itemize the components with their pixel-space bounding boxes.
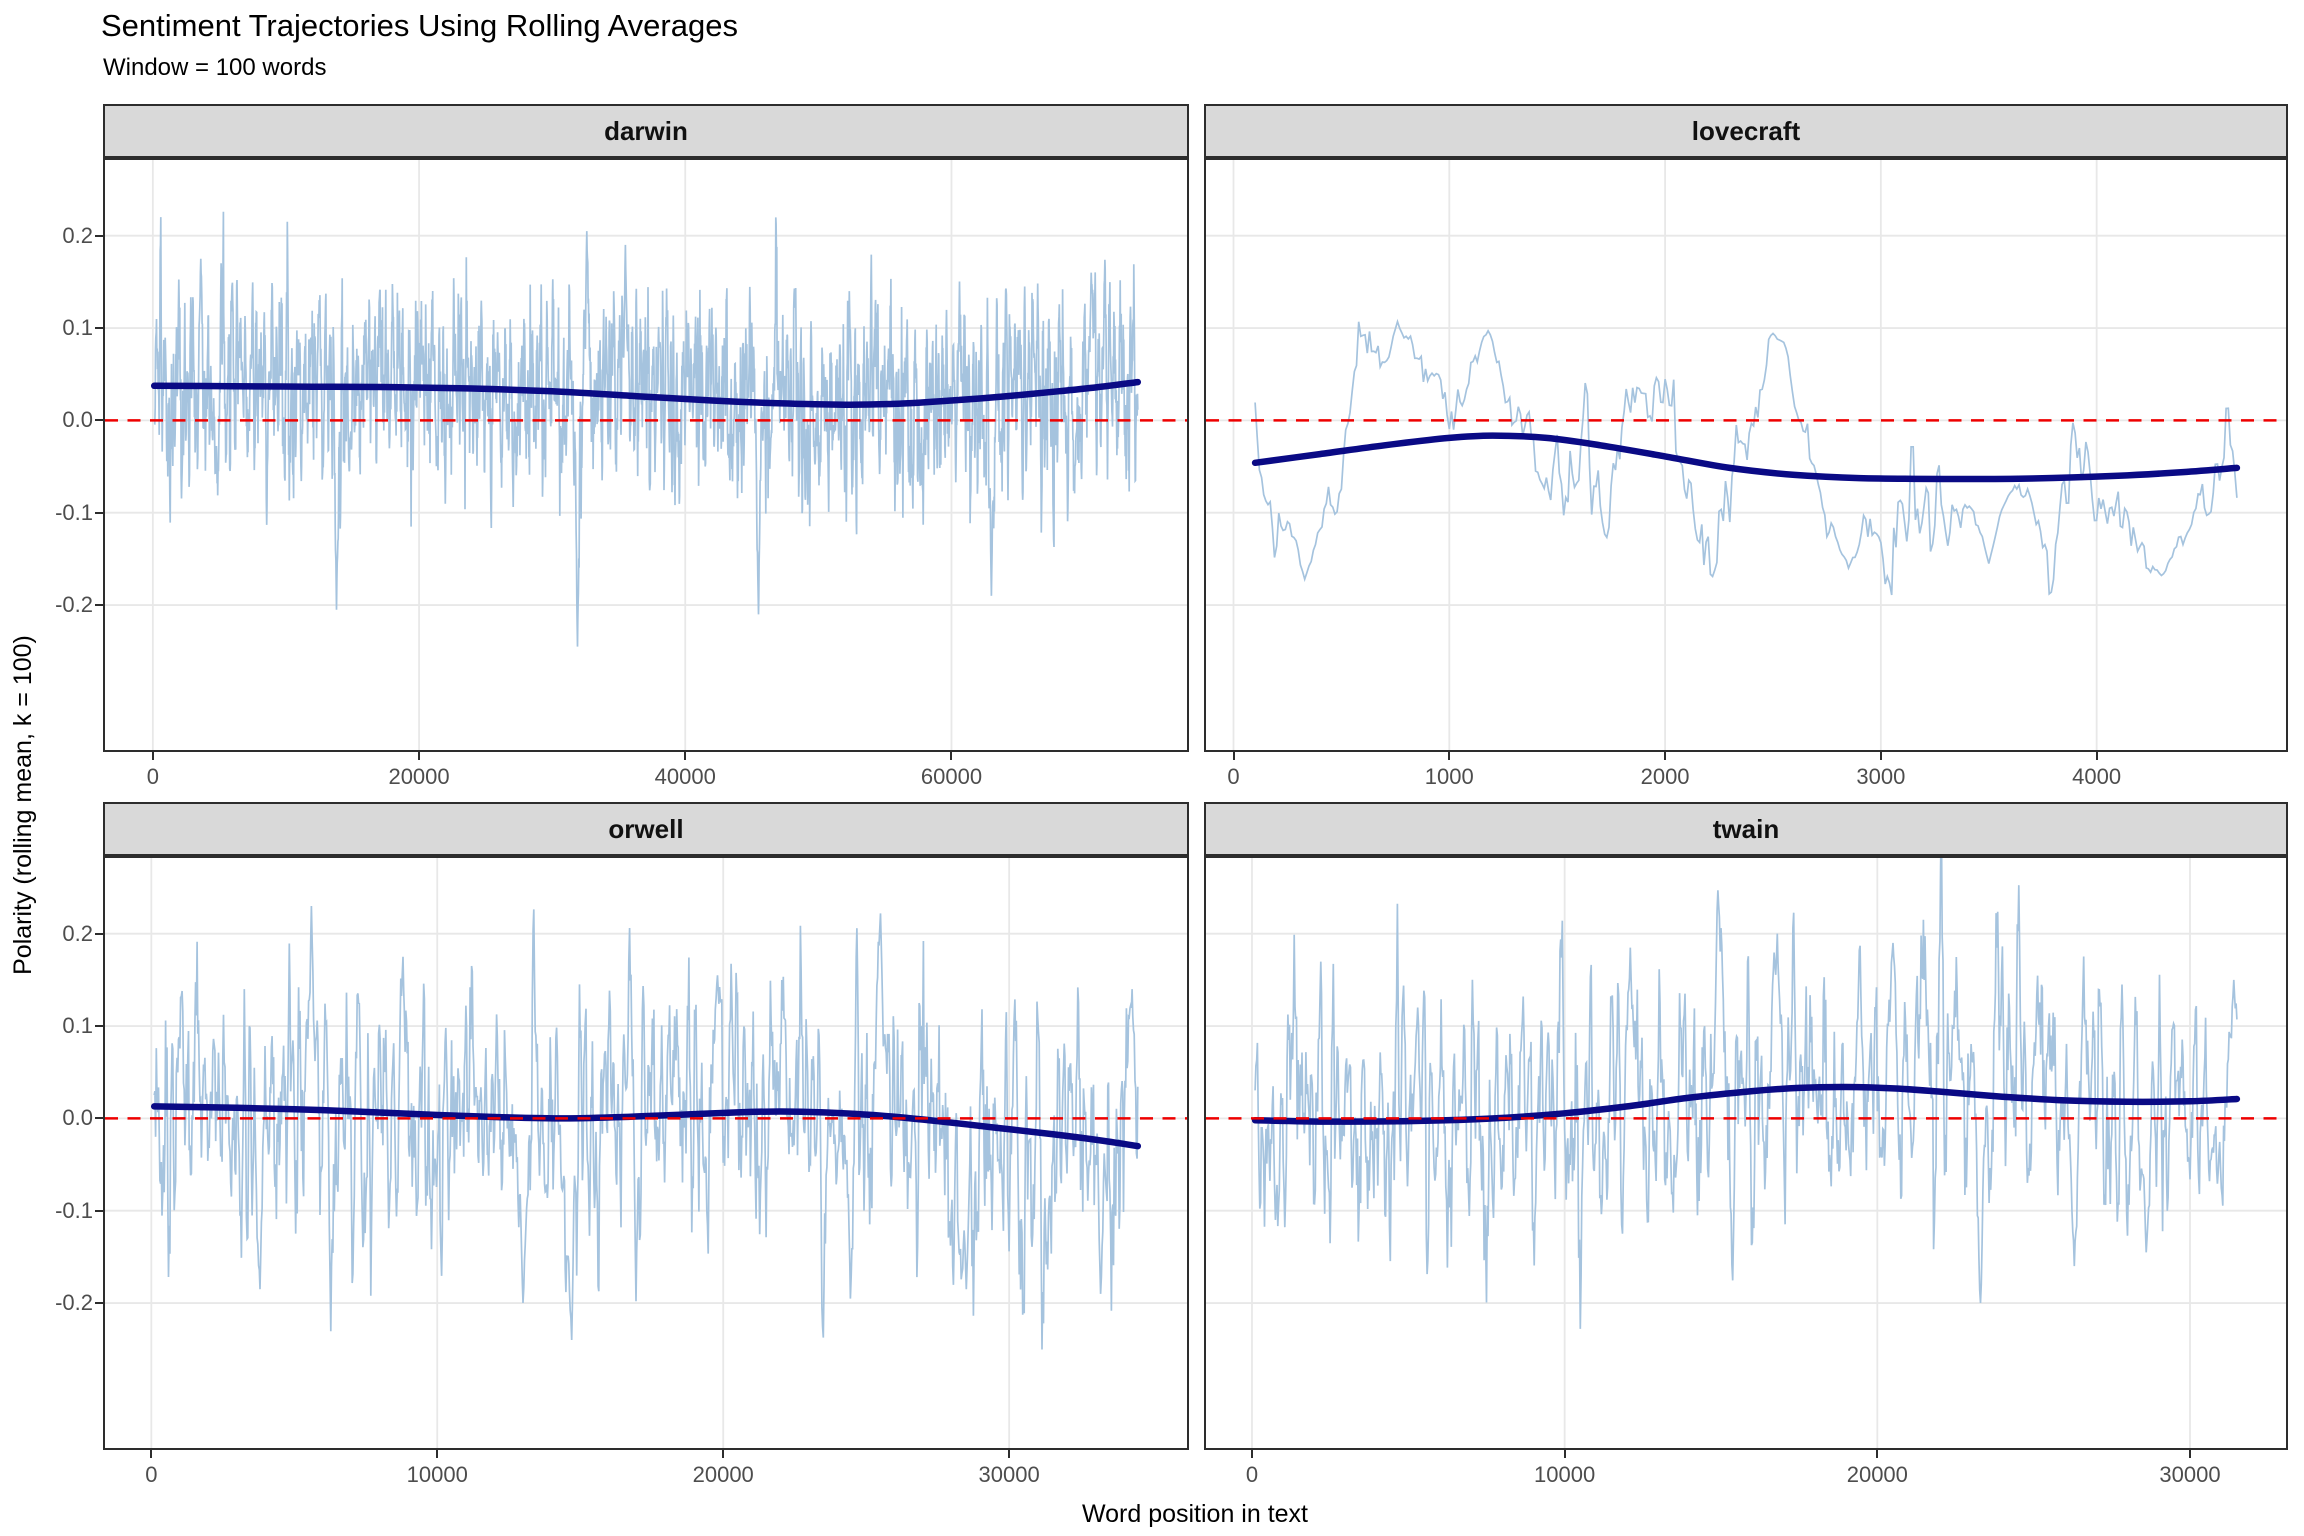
x-tick-mark (150, 1450, 153, 1458)
x-tick-mark (418, 752, 421, 760)
rolling-series-darwin (153, 211, 1139, 647)
smooth-series-darwin (150, 378, 1142, 408)
x-tick-mark (1879, 752, 1882, 760)
y-tick-label: 0.2 (62, 920, 93, 946)
facet-label: twain (1712, 813, 1780, 844)
x-tick-label: 0 (145, 1462, 158, 1487)
rolling-series-twain (1254, 858, 2238, 1329)
y-tick-label: -0.1 (55, 1197, 93, 1223)
x-tick-mark (722, 1450, 725, 1458)
x-tick-label: 20000 (1846, 1462, 1908, 1487)
x-tick-label: 30000 (978, 1462, 1040, 1487)
facet-plot-area-twain (1206, 858, 2286, 1448)
chart-subtitle: Window = 100 words (103, 54, 327, 81)
y-tick-mark (95, 932, 103, 935)
x-tick-mark (2095, 752, 2098, 760)
x-tick-mark (436, 1450, 439, 1458)
x-tick-label: 10000 (1534, 1462, 1596, 1487)
x-tick-label: 0 (1227, 764, 1240, 789)
y-tick-mark (95, 234, 103, 237)
y-tick-label: 0.0 (62, 407, 93, 433)
x-tick-label: 2000 (1640, 764, 1690, 789)
facet-plot-area-orwell (105, 858, 1187, 1448)
facet-strip-lovecraft: lovecraft (1204, 104, 2288, 158)
x-tick-label: 40000 (654, 764, 716, 789)
y-tick-label: -0.2 (55, 1290, 93, 1316)
x-tick-mark (1008, 1450, 1011, 1458)
smooth-series-twain (1251, 1083, 2241, 1125)
x-tick-mark (1232, 752, 1235, 760)
x-tick-mark (151, 752, 154, 760)
y-tick-mark (95, 1117, 103, 1120)
x-tick-mark (1664, 752, 1667, 760)
chart-title: Sentiment Trajectories Using Rolling Ave… (101, 8, 738, 43)
facet-panel-darwin (103, 158, 1189, 752)
x-tick-mark (2189, 1450, 2191, 1458)
y-tick-label: 0.1 (62, 315, 93, 341)
smooth-series-lovecraft (1251, 432, 2241, 483)
x-tick-label: 3000 (1856, 764, 1906, 789)
y-tick-mark (95, 604, 103, 607)
x-tick-mark (950, 752, 953, 760)
y-tick-mark (95, 1209, 103, 1212)
y-tick-mark (95, 1302, 103, 1305)
x-tick-mark (1250, 1450, 1253, 1458)
facet-panel-orwell (103, 856, 1189, 1450)
y-tick-label: -0.1 (55, 499, 93, 525)
x-tick-label: 60000 (920, 764, 983, 789)
facet-label: orwell (608, 813, 684, 844)
y-tick-label: -0.2 (55, 592, 93, 618)
x-tick-label: 1000 (1424, 764, 1474, 789)
smooth-series-orwell (150, 1103, 1142, 1150)
y-tick-label: 0.1 (62, 1013, 93, 1039)
rolling-series-lovecraft (1254, 318, 2238, 596)
x-tick-mark (1876, 1450, 1879, 1458)
y-tick-mark (95, 419, 103, 422)
x-tick-label: 20000 (388, 764, 450, 789)
y-tick-mark (95, 1025, 103, 1028)
x-tick-label: 10000 (406, 1462, 468, 1487)
facet-panel-twain (1204, 856, 2288, 1450)
facet-strip-orwell: orwell (103, 802, 1189, 856)
y-axis-title: Polarity (rolling mean, k = 100) (9, 635, 37, 975)
facet-plot-area-darwin (105, 160, 1187, 750)
x-tick-mark (1448, 752, 1451, 760)
x-tick-label: 0 (146, 764, 159, 789)
x-tick-label: 30000 (2159, 1462, 2221, 1487)
x-tick-label: 0 (1245, 1462, 1259, 1487)
y-tick-mark (95, 511, 103, 514)
y-tick-mark (95, 327, 103, 330)
facet-strip-twain: twain (1204, 802, 2288, 856)
x-tick-mark (684, 752, 687, 760)
x-axis-title: Word position in text (1081, 1500, 1309, 1528)
facet-strip-darwin: darwin (103, 104, 1189, 158)
x-tick-mark (1563, 1450, 1566, 1458)
rolling-series-orwell (153, 905, 1139, 1350)
facet-panel-lovecraft (1204, 158, 2288, 752)
y-tick-label: 0.0 (62, 1105, 93, 1131)
x-tick-label: 4000 (2072, 764, 2122, 789)
x-tick-label: 20000 (692, 1462, 754, 1487)
y-tick-label: 0.2 (62, 222, 93, 248)
facet-label: darwin (604, 115, 688, 146)
facet-plot-area-lovecraft (1206, 160, 2286, 750)
facet-label: lovecraft (1691, 115, 1801, 146)
